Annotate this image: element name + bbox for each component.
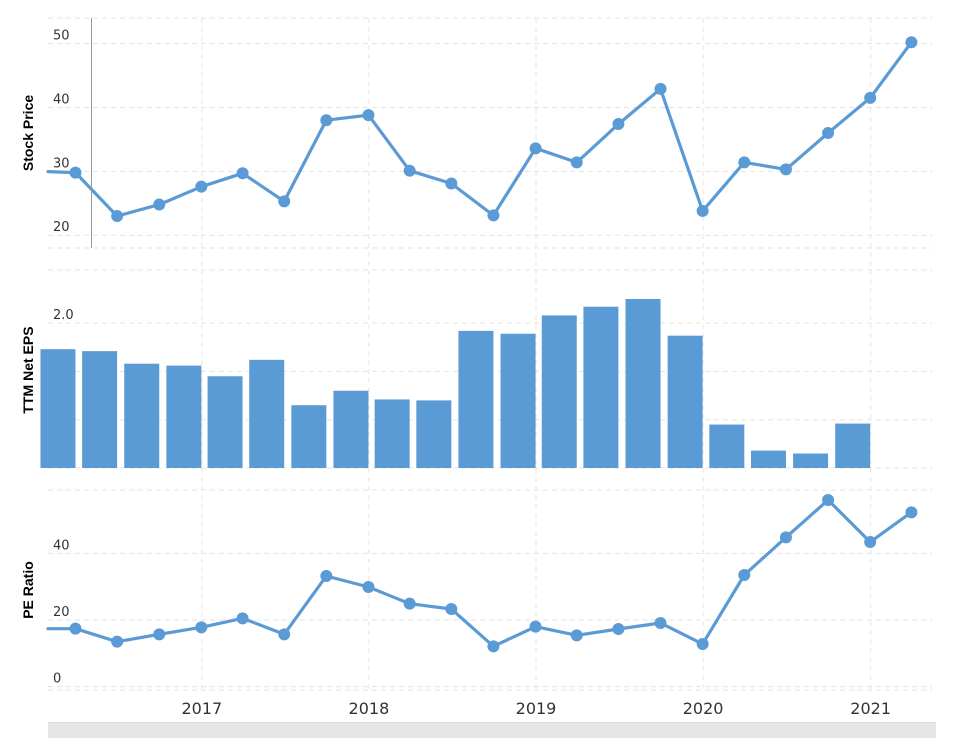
pe-ratio-point[interactable]	[612, 623, 625, 635]
stock-price-point[interactable]	[362, 109, 375, 122]
pe-ratio-point[interactable]	[570, 629, 583, 642]
pe-ratio-point[interactable]	[195, 621, 208, 634]
pe-ratio-point[interactable]	[69, 622, 82, 635]
pe-ratio-point[interactable]	[696, 638, 709, 650]
pe-ratio-line	[46, 498, 913, 648]
eps-bar	[793, 453, 829, 468]
eps-bar	[750, 450, 786, 468]
stock-price-point[interactable]	[153, 198, 166, 211]
eps-bar	[458, 330, 494, 468]
stock-price-point[interactable]	[779, 163, 792, 176]
y-axis-label: Stock Price	[20, 95, 36, 171]
stock-price-point[interactable]	[529, 142, 542, 155]
stock-price-point[interactable]	[111, 210, 124, 223]
pe-ratio-point[interactable]	[111, 635, 124, 648]
y-axis-label: PE Ratio	[20, 561, 36, 619]
eps-bar	[207, 376, 243, 468]
pe-ratio-point[interactable]	[236, 612, 249, 625]
pe-ratio-point[interactable]	[320, 570, 333, 582]
stock-price-point[interactable]	[570, 156, 583, 169]
stock-price-point[interactable]	[195, 180, 208, 193]
eps-bar	[625, 298, 661, 468]
eps-bar	[166, 365, 202, 468]
eps-bar	[709, 424, 745, 468]
pe-ratio-point[interactable]	[529, 620, 542, 633]
stock-price-point[interactable]	[696, 204, 709, 217]
eps-bar	[667, 335, 703, 468]
stock-price-point[interactable]	[69, 166, 82, 179]
y-tick-label: 40	[53, 92, 70, 107]
stock-price-point[interactable]	[822, 127, 835, 139]
pe-ratio-point[interactable]	[864, 536, 877, 548]
y-tick-label: 2.0	[53, 308, 74, 323]
eps-bar	[835, 423, 871, 468]
stock-price-point[interactable]	[487, 209, 500, 222]
pe-ratio-point[interactable]	[403, 597, 416, 610]
stock-price-point[interactable]	[612, 118, 625, 131]
x-tick-label: 2017	[181, 699, 222, 718]
x-tick-label: 2021	[850, 699, 891, 718]
y-tick-label: 50	[53, 29, 70, 44]
eps-bar	[500, 333, 536, 468]
eps-bar	[333, 390, 369, 468]
stock-price-line	[46, 40, 913, 218]
stock-price-point[interactable]	[278, 195, 291, 208]
eps-bar	[541, 315, 577, 468]
y-tick-label: 0	[53, 672, 61, 687]
pe-ratio-point[interactable]	[654, 617, 667, 629]
panel-1: 20 30 40 50 Stock Price	[20, 17, 932, 249]
pe-ratio-point[interactable]	[278, 628, 291, 641]
stock-price-point[interactable]	[320, 114, 333, 127]
eps-bar	[416, 400, 452, 468]
pe-ratio-point[interactable]	[362, 581, 375, 593]
eps-bar	[249, 359, 285, 468]
x-tick-label: 2018	[349, 699, 390, 718]
panel-3: 0 20 40 PE Ratio	[20, 489, 932, 691]
stock-price-point[interactable]	[654, 82, 667, 95]
stock-price-point[interactable]	[403, 164, 416, 177]
eps-bar	[583, 306, 619, 468]
x-tick-label: 2020	[683, 699, 724, 718]
pe-ratio-point[interactable]	[779, 531, 792, 544]
pe-ratio-point[interactable]	[153, 628, 166, 641]
eps-bar	[124, 363, 160, 468]
y-axis-label: TTM Net EPS	[20, 326, 36, 413]
pe-ratio-point[interactable]	[445, 603, 458, 615]
pe-ratio-point[interactable]	[738, 569, 751, 581]
stock-price-point[interactable]	[236, 167, 249, 180]
eps-bar	[374, 399, 410, 468]
y-tick-label: 40	[53, 538, 70, 553]
pe-ratio-point[interactable]	[487, 640, 500, 653]
stock-price-point[interactable]	[738, 156, 751, 169]
stock-price-point[interactable]	[445, 177, 458, 190]
stock-price-point[interactable]	[905, 36, 918, 49]
y-tick-label: 30	[53, 156, 70, 171]
y-tick-label: 20	[53, 605, 70, 620]
y-tick-label: 20	[53, 220, 70, 235]
x-tick-label: 2019	[516, 699, 557, 718]
chart-scrollbar[interactable]	[48, 722, 936, 738]
eps-bar	[40, 349, 76, 468]
eps-bar	[291, 405, 327, 468]
eps-bar	[82, 351, 118, 468]
pe-ratio-point[interactable]	[822, 494, 835, 506]
pe-ratio-point[interactable]	[905, 506, 918, 519]
stock-price-point[interactable]	[864, 91, 877, 104]
